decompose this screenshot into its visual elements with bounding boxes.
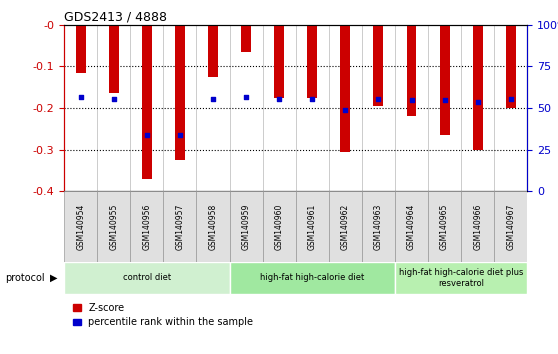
Text: ▶: ▶ [50,273,57,283]
Point [76,94,85,100]
Point [242,94,251,100]
Bar [229,191,263,262]
Text: GSM140966: GSM140966 [473,203,482,250]
Bar [373,25,383,106]
Point [440,98,449,103]
Bar [175,25,185,160]
Bar [64,262,229,294]
Text: high-fat high-calorie diet plus
resveratrol: high-fat high-calorie diet plus resverat… [399,268,523,287]
Text: GSM140959: GSM140959 [242,203,251,250]
Bar [274,25,284,98]
Point [506,96,515,102]
Bar [307,25,318,98]
Bar [241,25,251,52]
Bar [340,25,350,152]
Bar [131,191,163,262]
Point [209,96,218,102]
Point [175,132,184,137]
Legend: Z-score, percentile rank within the sample: Z-score, percentile rank within the samp… [69,299,257,331]
Bar [461,191,494,262]
Text: GSM140955: GSM140955 [109,203,118,250]
Text: GSM140956: GSM140956 [142,203,151,250]
Text: control diet: control diet [123,273,171,282]
Bar [395,191,428,262]
Bar [263,191,296,262]
Bar [97,191,131,262]
Bar [395,262,527,294]
Text: GSM140960: GSM140960 [275,203,283,250]
Bar [142,25,152,179]
Bar [407,25,416,116]
Bar [362,191,395,262]
Bar [229,262,395,294]
Text: protocol: protocol [6,273,45,283]
Point [308,96,317,102]
Text: GSM140965: GSM140965 [440,203,449,250]
Text: GSM140967: GSM140967 [506,203,515,250]
Text: high-fat high-calorie diet: high-fat high-calorie diet [260,273,364,282]
Bar [64,191,97,262]
Point [275,96,283,102]
Point [142,132,151,137]
Bar [296,191,329,262]
Point [407,98,416,103]
Text: GSM140961: GSM140961 [308,204,317,250]
Bar [163,191,196,262]
Point [109,96,118,102]
Text: GSM140963: GSM140963 [374,203,383,250]
Bar [109,25,119,93]
Bar [329,191,362,262]
Text: GSM140954: GSM140954 [76,203,85,250]
Bar [494,191,527,262]
Bar [208,25,218,77]
Bar [76,25,86,73]
Text: GDS2413 / 4888: GDS2413 / 4888 [64,11,167,24]
Point [473,99,482,105]
Text: GSM140957: GSM140957 [175,203,185,250]
Point [341,107,350,113]
Point [374,96,383,102]
Text: GSM140962: GSM140962 [341,204,350,250]
Text: GSM140958: GSM140958 [209,204,218,250]
Bar [196,191,229,262]
Bar [473,25,483,149]
Bar [440,25,450,135]
Bar [428,191,461,262]
Bar [506,25,516,108]
Text: GSM140964: GSM140964 [407,203,416,250]
